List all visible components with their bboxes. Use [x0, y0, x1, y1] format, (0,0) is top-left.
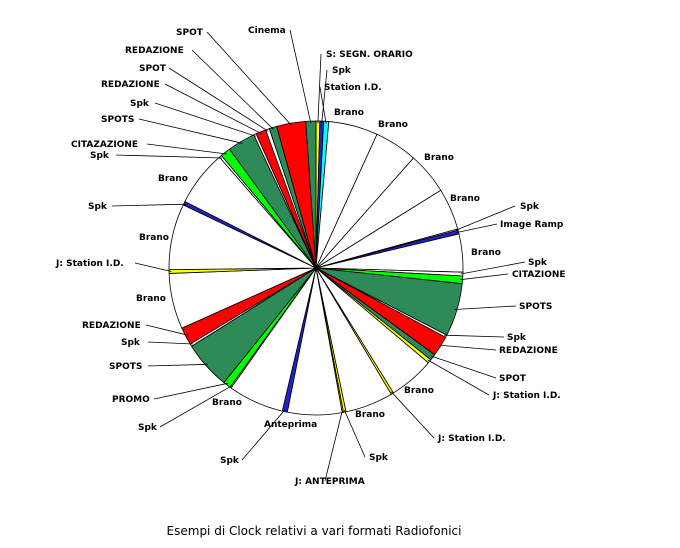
slice-label: SPOTS	[101, 115, 134, 125]
slice-label: J: Station I.D.	[55, 259, 124, 269]
pie-slices	[168, 120, 464, 416]
slice-label: J: ANTEPRIMA	[294, 477, 365, 487]
slice-label: Anteprima	[264, 420, 317, 430]
leader-line	[430, 355, 497, 379]
slice-label: S: SEGN. ORARIO	[326, 50, 413, 60]
slice-label: Brano	[158, 174, 188, 184]
leader-line	[134, 262, 172, 272]
leader-line	[115, 154, 222, 159]
slice-label: REDAZIONE	[125, 46, 184, 56]
slice-labels: S: SEGN. ORARIO Spk Station I.D. Brano Brano…	[55, 26, 566, 487]
leader-line	[438, 344, 497, 351]
leader-line	[111, 203, 187, 207]
slice-label: Brano	[139, 233, 169, 243]
leader-line	[317, 53, 322, 124]
slice-label: Spk	[507, 333, 527, 343]
leader-line	[206, 31, 292, 126]
leader-line	[454, 305, 517, 310]
slice-label: Brano	[450, 194, 480, 204]
leader-line	[168, 67, 269, 132]
slice-label: Brano	[424, 153, 454, 163]
slice-label: Brano	[334, 108, 364, 118]
leader-line	[321, 69, 328, 124]
slice-label: Brano	[355, 410, 385, 420]
slice-label: SPOTS	[519, 302, 552, 312]
slice-label: Spk	[88, 202, 108, 212]
slice-label: REDAZIONE	[82, 321, 141, 331]
leader-line	[159, 385, 232, 428]
chart-caption: Esempi di Clock relativi a vari formati …	[166, 524, 462, 538]
leader-line	[343, 409, 366, 458]
slice-label: SPOT	[176, 28, 204, 38]
slice-label: Cinema	[248, 26, 286, 36]
slice-label: Brano	[378, 120, 408, 130]
slice-label: Spk	[369, 453, 389, 463]
slice-label: REDAZIONE	[499, 346, 558, 356]
slice-label: Spk	[528, 258, 548, 268]
leader-line	[138, 118, 243, 144]
leader-line	[427, 359, 490, 396]
slice-label: Spk	[90, 151, 110, 161]
slice-label: Spk	[121, 338, 141, 348]
slice-label: Spk	[138, 423, 158, 433]
slice-label: SPOT	[499, 374, 527, 384]
leader-line	[164, 83, 262, 135]
slice-label: J: Station I.D.	[492, 391, 561, 401]
slice-label: Brano	[136, 294, 166, 304]
leader-line	[154, 102, 257, 137]
slice-label: SPOT	[139, 64, 167, 74]
slice-label: J: Station I.D.	[437, 434, 506, 444]
slice-label: Brano	[404, 386, 434, 396]
slice-label: Spk	[520, 202, 540, 212]
slice-label: CITAZIONE	[512, 270, 566, 280]
slice-label: Spk	[220, 456, 240, 466]
pie-slice	[305, 120, 317, 269]
leader-line	[324, 410, 343, 482]
leader-line	[319, 86, 327, 124]
slice-label: CITAZAZIONE	[71, 140, 138, 150]
leader-line	[147, 363, 208, 367]
leader-line	[146, 143, 227, 155]
leader-line	[455, 205, 516, 231]
leader-lines	[111, 29, 526, 482]
leader-line	[147, 341, 193, 345]
slice-label: Spk	[130, 99, 150, 109]
slice-label: REDAZIONE	[101, 80, 160, 90]
slice-label: Brano	[212, 398, 242, 408]
leader-line	[289, 29, 312, 124]
leader-line	[460, 261, 526, 275]
leader-line	[460, 273, 509, 281]
leader-line	[241, 409, 286, 461]
leader-line	[191, 49, 274, 130]
leader-line	[456, 223, 498, 233]
slice-label: Station I.D.	[324, 83, 382, 93]
slice-label: Image Ramp	[500, 220, 564, 230]
leader-line	[390, 391, 435, 439]
slice-label: SPOTS	[109, 362, 142, 372]
slice-label: Brano	[471, 248, 501, 258]
leader-line	[444, 334, 505, 338]
slice-label: Spk	[332, 66, 352, 76]
slice-label: PROMO	[112, 395, 150, 405]
leader-line	[153, 382, 229, 400]
leader-line	[145, 324, 188, 336]
